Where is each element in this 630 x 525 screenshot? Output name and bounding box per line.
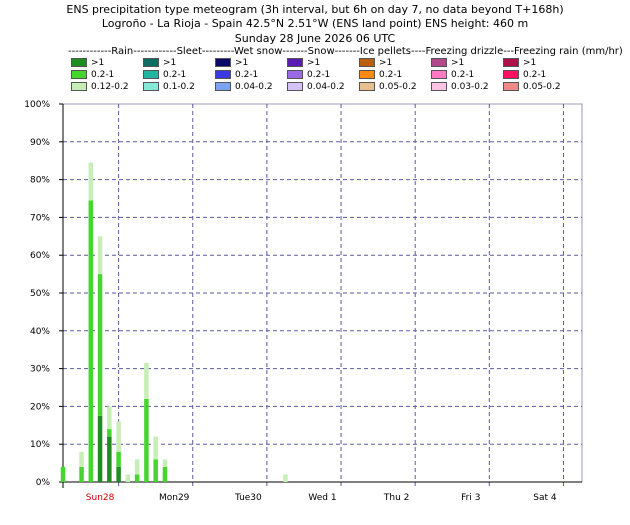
legend-label: 0.04-0.2 — [235, 82, 273, 92]
legend-swatch — [215, 70, 231, 79]
legend-label: 0.2-1 — [235, 70, 259, 80]
legend-label: 0.05-0.2 — [379, 82, 417, 92]
bar-segment — [125, 474, 131, 482]
bar-segment — [107, 436, 112, 482]
bar-segment — [162, 466, 168, 482]
x-tick-label: Tue30 — [234, 493, 262, 503]
bar-segment — [97, 236, 103, 275]
legend-label: 0.04-0.2 — [307, 82, 345, 92]
x-tick-label: Sun28 — [86, 493, 115, 503]
legend-swatch — [287, 58, 303, 67]
bar-segment — [134, 474, 140, 482]
legend-label: >1 — [451, 58, 465, 68]
bar-segment — [134, 459, 140, 475]
chart-date: Sunday 28 June 2026 06 UTC — [234, 32, 396, 45]
bar-segment — [116, 451, 121, 467]
y-tick-label: 70% — [30, 213, 50, 223]
bar-segment — [116, 466, 121, 482]
bar-segment — [162, 459, 168, 467]
legend-label: 0.2-1 — [163, 70, 187, 80]
legend-label: 0.2-1 — [91, 70, 115, 80]
legend-swatch — [359, 70, 375, 79]
legend-label: >1 — [91, 58, 105, 68]
bar-segment — [153, 459, 158, 482]
legend-label: 0.2-1 — [307, 70, 331, 80]
bar-segment — [144, 398, 149, 482]
bar-segment — [153, 436, 158, 460]
legend-swatch — [71, 58, 87, 67]
bar-segment — [60, 466, 66, 482]
legend-swatch — [71, 70, 87, 79]
legend-label: 0.03-0.2 — [451, 82, 489, 92]
bar-segment — [107, 406, 112, 430]
legend-label: >1 — [523, 58, 537, 68]
x-tick-label: Fri 3 — [461, 493, 480, 503]
legend-label: >1 — [235, 58, 249, 68]
y-tick-label: 90% — [30, 138, 50, 148]
legend-swatch — [359, 58, 375, 67]
legend-swatch — [143, 58, 159, 67]
bar-segment — [97, 415, 103, 482]
legend-label: 0.05-0.2 — [523, 82, 561, 92]
legend-label: >1 — [379, 58, 393, 68]
legend-swatch — [215, 58, 231, 67]
legend-label: 0.12-0.2 — [91, 82, 129, 92]
bar-segment — [88, 162, 94, 201]
legend-swatch — [431, 82, 447, 91]
legend-label: >1 — [307, 58, 321, 68]
legend-swatch — [215, 82, 231, 91]
legend-swatch — [143, 82, 159, 91]
x-tick-label: Wed 1 — [308, 493, 336, 503]
x-tick-label: Thu 2 — [383, 493, 410, 503]
legend-label: 0.2-1 — [523, 70, 547, 80]
x-tick-label: Mon29 — [159, 493, 190, 503]
x-tick-label: Sat 4 — [533, 493, 557, 503]
bar-segment — [144, 362, 149, 399]
bar-segment — [283, 474, 288, 482]
legend-label: >1 — [163, 58, 177, 68]
bar-segment — [97, 274, 103, 416]
y-tick-label: 0% — [36, 478, 51, 488]
legend-swatch — [143, 70, 159, 79]
legend-label: 0.2-1 — [451, 70, 475, 80]
bar-segment — [88, 200, 94, 482]
legend-label: 0.1-0.2 — [163, 82, 195, 92]
legend-header: ------------Rain------------Sleet-------… — [68, 46, 623, 57]
legend-swatch — [359, 82, 375, 91]
chart-title: ENS precipitation type meteogram (3h int… — [66, 3, 564, 16]
y-tick-label: 80% — [30, 176, 50, 186]
legend-swatch — [503, 70, 519, 79]
y-tick-label: 50% — [30, 289, 50, 299]
y-tick-label: 100% — [24, 100, 50, 110]
chart-location: Logroño - La Rioja - Spain 42.5°N 2.51°W… — [101, 17, 529, 30]
bar-segment — [116, 421, 121, 452]
y-tick-label: 60% — [30, 251, 50, 261]
legend-swatch — [503, 82, 519, 91]
y-tick-label: 30% — [30, 365, 50, 375]
legend-swatch — [503, 58, 519, 67]
y-tick-label: 20% — [30, 402, 50, 412]
bar-segment — [79, 451, 84, 467]
bar-segment — [79, 466, 84, 482]
legend-swatch — [431, 58, 447, 67]
legend-swatch — [287, 70, 303, 79]
legend-swatch — [431, 70, 447, 79]
legend-swatch — [287, 82, 303, 91]
y-tick-label: 40% — [30, 327, 50, 337]
legend-swatch — [71, 82, 87, 91]
bar-segment — [107, 429, 112, 437]
legend-label: 0.2-1 — [379, 70, 403, 80]
y-tick-label: 10% — [30, 440, 50, 450]
